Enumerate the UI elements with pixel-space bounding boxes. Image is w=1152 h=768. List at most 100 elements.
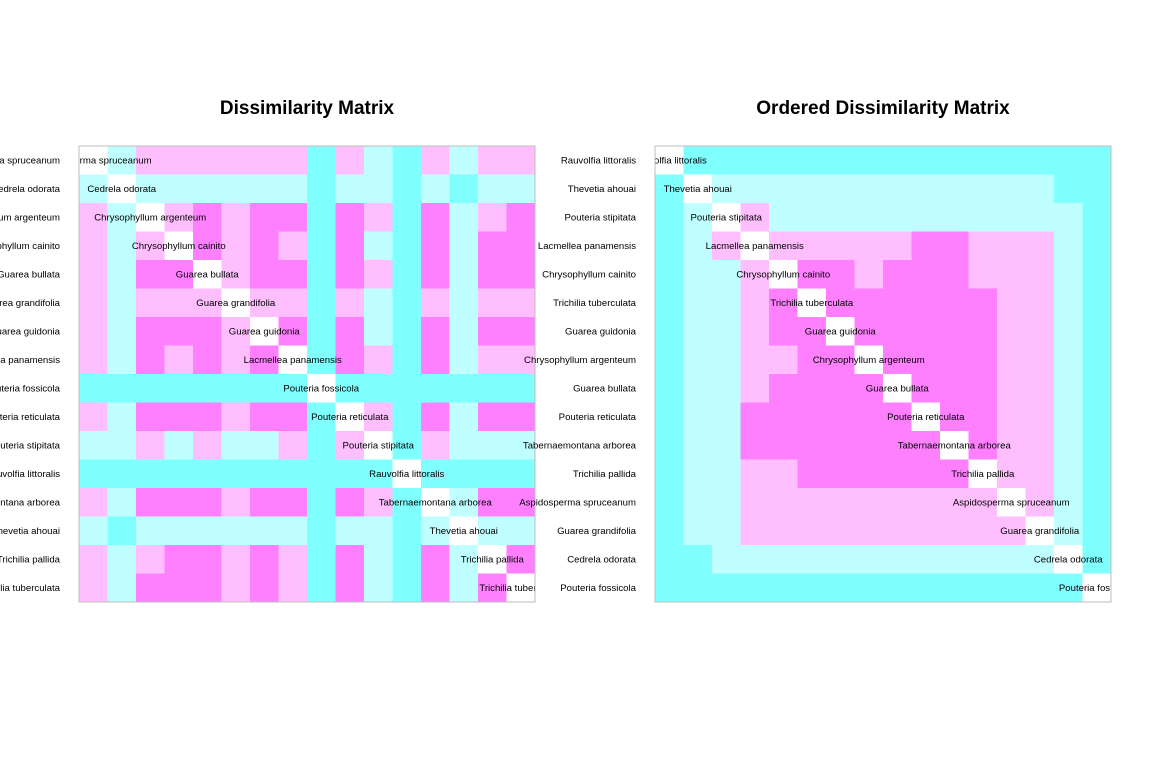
heatmap-cell: [911, 345, 941, 375]
heatmap-cell: [655, 488, 684, 517]
heatmap-cell: [392, 459, 422, 489]
row-label: Tabernaemontana arborea: [523, 441, 637, 452]
heatmap-cell: [883, 545, 912, 574]
heatmap-cell: [250, 431, 279, 460]
heatmap-cell: [997, 488, 1026, 517]
heatmap-cell: [164, 516, 194, 546]
heatmap-cell: [883, 174, 912, 204]
heatmap-cell: [506, 516, 535, 546]
heatmap-cell: [1025, 431, 1055, 460]
heatmap-cell: [136, 317, 165, 346]
heatmap-cell: [193, 288, 222, 318]
heatmap-cell: [797, 260, 827, 289]
heatmap-cell: [221, 516, 251, 546]
heatmap-cell: [478, 545, 507, 574]
heatmap-cell: [193, 345, 222, 375]
heatmap-cell: [421, 516, 450, 546]
heatmap-cell: [712, 488, 741, 517]
diagonal-label: Tabernaemontana arborea: [379, 498, 493, 509]
heatmap-cell: [968, 402, 998, 432]
heatmap-cell: [278, 431, 308, 460]
heatmap-cell: [911, 260, 941, 289]
heatmap-cell: [769, 231, 798, 261]
heatmap-cell: [136, 431, 165, 460]
heatmap-cell: [478, 459, 507, 489]
heatmap-cell: [997, 516, 1026, 546]
heatmap-cell: [740, 431, 770, 460]
diagonal-label: Aspidosperma spruceanum: [953, 498, 1070, 509]
heatmap-cell: [826, 402, 855, 432]
heatmap-cell: [940, 146, 969, 175]
heatmap-cell: [335, 573, 365, 602]
heatmap-cell: [826, 431, 855, 460]
heatmap-cell: [193, 516, 222, 546]
heatmap-cell: [392, 174, 422, 204]
heatmap-cell: [307, 488, 336, 517]
heatmap-cell: [506, 203, 535, 232]
heatmap-cell: [193, 231, 222, 261]
heatmap-cell: [826, 174, 855, 204]
heatmap-cell: [307, 374, 336, 403]
heatmap-cell: [250, 459, 279, 489]
diagonal-label: Lacmellea panamensis: [706, 241, 804, 252]
chart-title-ordered: Ordered Dissimilarity Matrix: [756, 98, 1010, 119]
diagonal-label: Trichilia tuberculata: [770, 298, 853, 309]
heatmap-cell: [883, 488, 912, 517]
diagonal-labels: Rauvolfia littoralis Thevetia ahouai Poute…: [655, 156, 1111, 594]
heatmap-cell: [164, 174, 194, 204]
heatmap-cell: [683, 431, 713, 460]
heatmap-cell: [712, 288, 741, 318]
heatmap-cell: [1054, 573, 1083, 602]
heatmap-cell: [364, 459, 393, 489]
heatmap-cell: [797, 374, 827, 403]
heatmap-cell: [107, 174, 137, 204]
heatmap-cell: [421, 573, 450, 602]
heatmap-cell: [997, 317, 1026, 346]
heatmap-cell: [449, 402, 479, 432]
heatmap-cell: [712, 146, 741, 175]
heatmap-cell: [449, 174, 479, 204]
heatmap-cell: [221, 545, 251, 574]
row-label: Thevetia ahouai: [568, 184, 636, 195]
heatmap-cell: [1025, 545, 1055, 574]
heatmap-cell: [392, 146, 422, 175]
heatmap-cell: [506, 488, 535, 517]
diagonal-label: Pouteria stipitata: [343, 441, 415, 452]
heatmap-cell: [911, 545, 941, 574]
heatmap-cell: [1025, 402, 1055, 432]
heatmap-cell: [797, 545, 827, 574]
heatmap-cell: [392, 402, 422, 432]
diagonal-label: Guarea grandifolia: [196, 298, 276, 309]
heatmap-cell: [136, 146, 165, 175]
heatmap-cell: [335, 317, 365, 346]
heatmap-cell: [1054, 488, 1083, 517]
diagonal-label: Trichilia pallida: [461, 555, 525, 566]
heatmap-cell: [883, 431, 912, 460]
heatmap-cell: [826, 231, 855, 261]
heatmap-cell: [79, 402, 108, 432]
heatmap-cell: [250, 317, 279, 346]
heatmap-cell: [797, 203, 827, 232]
heatmap-cell: [164, 260, 194, 289]
heatmap-cell: [107, 431, 137, 460]
heatmap-cell: [1082, 573, 1111, 602]
diagonal-label: Lacmellea panamensis: [244, 355, 342, 366]
heatmap-cell: [193, 545, 222, 574]
heatmap-cell: [421, 431, 450, 460]
heatmap-cell: [1082, 317, 1111, 346]
heatmap-cell: [683, 573, 713, 602]
heatmap-cell: [506, 545, 535, 574]
heatmap-cell: [655, 146, 684, 175]
heatmap-cell: [683, 488, 713, 517]
heatmap-cell: [769, 488, 798, 517]
row-label: Chrysophyllum argenteum: [524, 355, 636, 366]
heatmap-cell: [683, 231, 713, 261]
heatmap-cell: [136, 573, 165, 602]
heatmap-cell: [506, 345, 535, 375]
heatmap-cell: [392, 374, 422, 403]
heatmap-cell: [506, 288, 535, 318]
heatmap-cell: [911, 573, 941, 602]
heatmap-cell: [854, 573, 884, 602]
heatmap-cell: [826, 573, 855, 602]
row-label: Guarea grandifolia: [557, 526, 637, 537]
